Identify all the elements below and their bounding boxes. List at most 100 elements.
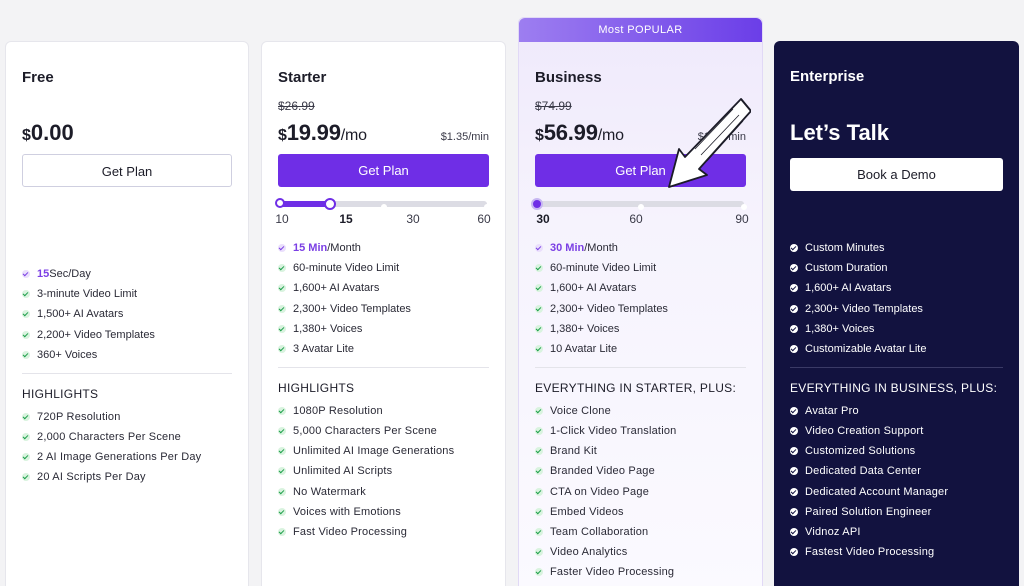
- list-item: Fast Video Processing: [278, 522, 489, 542]
- list-item: Embed Videos: [535, 502, 746, 522]
- slider-tick-label[interactable]: 90: [735, 212, 749, 226]
- check-icon: [790, 427, 798, 436]
- check-icon: [790, 264, 798, 273]
- check-icon: [22, 350, 30, 359]
- original-price: $26.99: [278, 99, 315, 113]
- slider-tick[interactable]: [380, 204, 387, 210]
- list-item: 1,380+ Voices: [535, 319, 746, 339]
- list-item: 1,500+ AI Avatars: [22, 304, 232, 324]
- list-item: 3 Avatar Lite: [278, 339, 489, 359]
- check-icon: [278, 467, 286, 476]
- plan-card-starter: Starter $26.99 $19.99/mo $1.35/min Get P…: [261, 41, 506, 586]
- list-item: 30 Min/Month: [535, 238, 746, 258]
- check-icon: [535, 304, 543, 313]
- slider-tick-label[interactable]: 10: [275, 212, 289, 226]
- list-item: Branded Video Page: [535, 461, 746, 481]
- list-item: Unlimited AI Scripts: [278, 461, 489, 481]
- slider-tick-label[interactable]: 60: [477, 212, 491, 226]
- check-icon: [790, 244, 798, 253]
- list-item: 1080P Resolution: [278, 401, 489, 421]
- list-item: 1,380+ Voices: [790, 319, 1003, 339]
- section-title: EVERYTHING IN STARTER, PLUS:: [535, 381, 737, 396]
- list-item: 2,300+ Video Templates: [790, 299, 1003, 319]
- price-row: $56.99/mo $1.90/min: [535, 120, 746, 148]
- slider-thumb[interactable]: [323, 198, 336, 210]
- check-icon: [278, 324, 286, 333]
- slider-tick[interactable]: [484, 204, 490, 210]
- slider-tick-label[interactable]: 30: [536, 212, 550, 226]
- divider: [535, 367, 746, 369]
- list-item: 1,600+ AI Avatars: [790, 278, 1003, 298]
- feature-list: Custom Minutes Custom Duration 1,600+ AI…: [790, 238, 1003, 359]
- list-item: 1-Click Video Translation: [535, 421, 746, 441]
- list-item: Dedicated Data Center: [790, 461, 1003, 481]
- list-item: Paired Solution Engineer: [790, 502, 1003, 522]
- list-item: 2 AI Image Generations Per Day: [22, 447, 232, 467]
- list-item: 1,600+ AI Avatars: [535, 278, 746, 298]
- most-popular-banner: Most POPULAR: [519, 18, 762, 42]
- slider-thumb[interactable]: [531, 198, 543, 210]
- minutes-slider[interactable]: 10 15 30 60: [275, 198, 491, 226]
- list-item: 20 AI Scripts Per Day: [22, 467, 232, 487]
- highlight-list: Voice Clone 1-Click Video Translation Br…: [535, 401, 746, 582]
- list-item: 15 Min/Month: [278, 238, 489, 258]
- original-price: $74.99: [535, 99, 572, 113]
- slider-tick-label[interactable]: 30: [406, 212, 420, 226]
- slider-tick-label[interactable]: 60: [629, 212, 643, 226]
- list-item: Vidnoz API: [790, 522, 1003, 542]
- check-icon: [278, 264, 286, 273]
- check-icon: [535, 407, 543, 416]
- check-icon: [535, 244, 543, 253]
- list-item: Customizable Avatar Lite: [790, 339, 1003, 359]
- check-icon: [278, 527, 286, 536]
- list-item: Avatar Pro: [790, 401, 1003, 421]
- list-item: No Watermark: [278, 482, 489, 502]
- get-plan-button[interactable]: Get Plan: [22, 154, 232, 187]
- get-plan-button[interactable]: Get Plan: [278, 154, 489, 187]
- slider-track[interactable]: [275, 198, 490, 210]
- section-title: EVERYTHING IN BUSINESS, PLUS:: [790, 381, 998, 396]
- get-plan-button[interactable]: Get Plan: [535, 154, 746, 187]
- check-icon: [790, 284, 798, 293]
- slider-tick[interactable]: [637, 204, 644, 210]
- check-icon: [535, 467, 543, 476]
- check-icon: [22, 412, 30, 421]
- plan-name: Enterprise: [790, 68, 865, 85]
- plan-name: Starter: [278, 69, 327, 86]
- check-icon: [22, 433, 30, 442]
- list-item: Faster Video Processing: [535, 562, 746, 582]
- check-icon: [535, 527, 543, 536]
- check-icon: [790, 447, 798, 456]
- price-per-minute: $1.35/min: [440, 131, 489, 143]
- check-icon: [790, 547, 798, 556]
- check-icon: [22, 310, 30, 319]
- book-demo-button[interactable]: Book a Demo: [790, 158, 1003, 191]
- highlight-list: Avatar Pro Video Creation Support Custom…: [790, 401, 1003, 562]
- list-item: 60-minute Video Limit: [278, 258, 489, 278]
- list-item: Dedicated Account Manager: [790, 482, 1003, 502]
- list-item: 15 Sec/Day: [22, 264, 232, 284]
- price-per-minute: $1.90/min: [697, 131, 746, 143]
- list-item: Video Analytics: [535, 542, 746, 562]
- slider-tick-label[interactable]: 15: [339, 212, 353, 226]
- list-item: CTA on Video Page: [535, 482, 746, 502]
- list-item: 3-minute Video Limit: [22, 284, 232, 304]
- check-icon: [535, 547, 543, 556]
- slider-track[interactable]: [531, 198, 747, 210]
- list-item: Fastest Video Processing: [790, 542, 1003, 562]
- check-icon: [278, 487, 286, 496]
- list-item: Custom Minutes: [790, 238, 1003, 258]
- check-icon: [790, 527, 798, 536]
- plan-name: Business: [535, 69, 602, 86]
- slider-fill: [280, 201, 330, 207]
- list-item: 2,300+ Video Templates: [535, 299, 746, 319]
- plan-price: $56.99/mo: [535, 120, 624, 145]
- check-icon: [790, 487, 798, 496]
- list-item: 720P Resolution: [22, 407, 232, 427]
- minutes-slider[interactable]: 30 60 90: [531, 198, 749, 226]
- check-icon: [22, 290, 30, 299]
- check-icon: [22, 473, 30, 482]
- list-item: 2,300+ Video Templates: [278, 299, 489, 319]
- check-icon: [790, 467, 798, 476]
- slider-tick[interactable]: [741, 204, 747, 210]
